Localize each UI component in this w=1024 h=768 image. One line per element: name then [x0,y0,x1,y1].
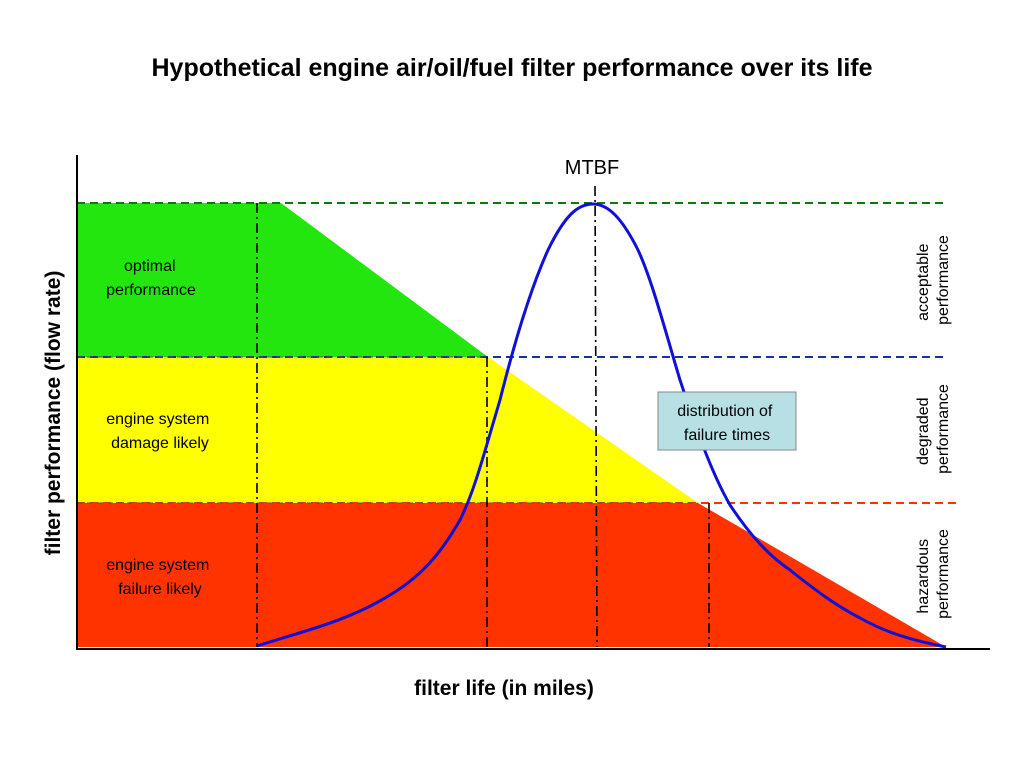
diagram-title: Hypothetical engine air/oil/fuel filter … [151,54,872,82]
zone-damage-fill [77,357,698,503]
zone-damage-label: engine system damage likely [106,411,214,452]
side-label-degraded: degraded performance [915,384,952,474]
zone-failure-fill [77,503,946,647]
x-axis-title: filter life (in miles) [414,677,594,700]
zone-failure-label: engine system failure likely [106,557,214,598]
mtbf-vertical-line [594,185,598,648]
distribution-box [657,391,797,451]
y-axis-title: filter performance (flow rate) [42,271,65,556]
failure-distribution-curve [256,202,947,649]
side-label-acceptable: acceptable performance [915,235,952,325]
distribution-box-label: distribution of failure times [677,403,777,444]
mtbf-label: MTBF [565,157,619,179]
zone-optimal-label: optimal performance [106,258,196,299]
zone-optimal-fill [77,203,488,357]
side-label-hazardous: hazardous performance [915,529,952,619]
